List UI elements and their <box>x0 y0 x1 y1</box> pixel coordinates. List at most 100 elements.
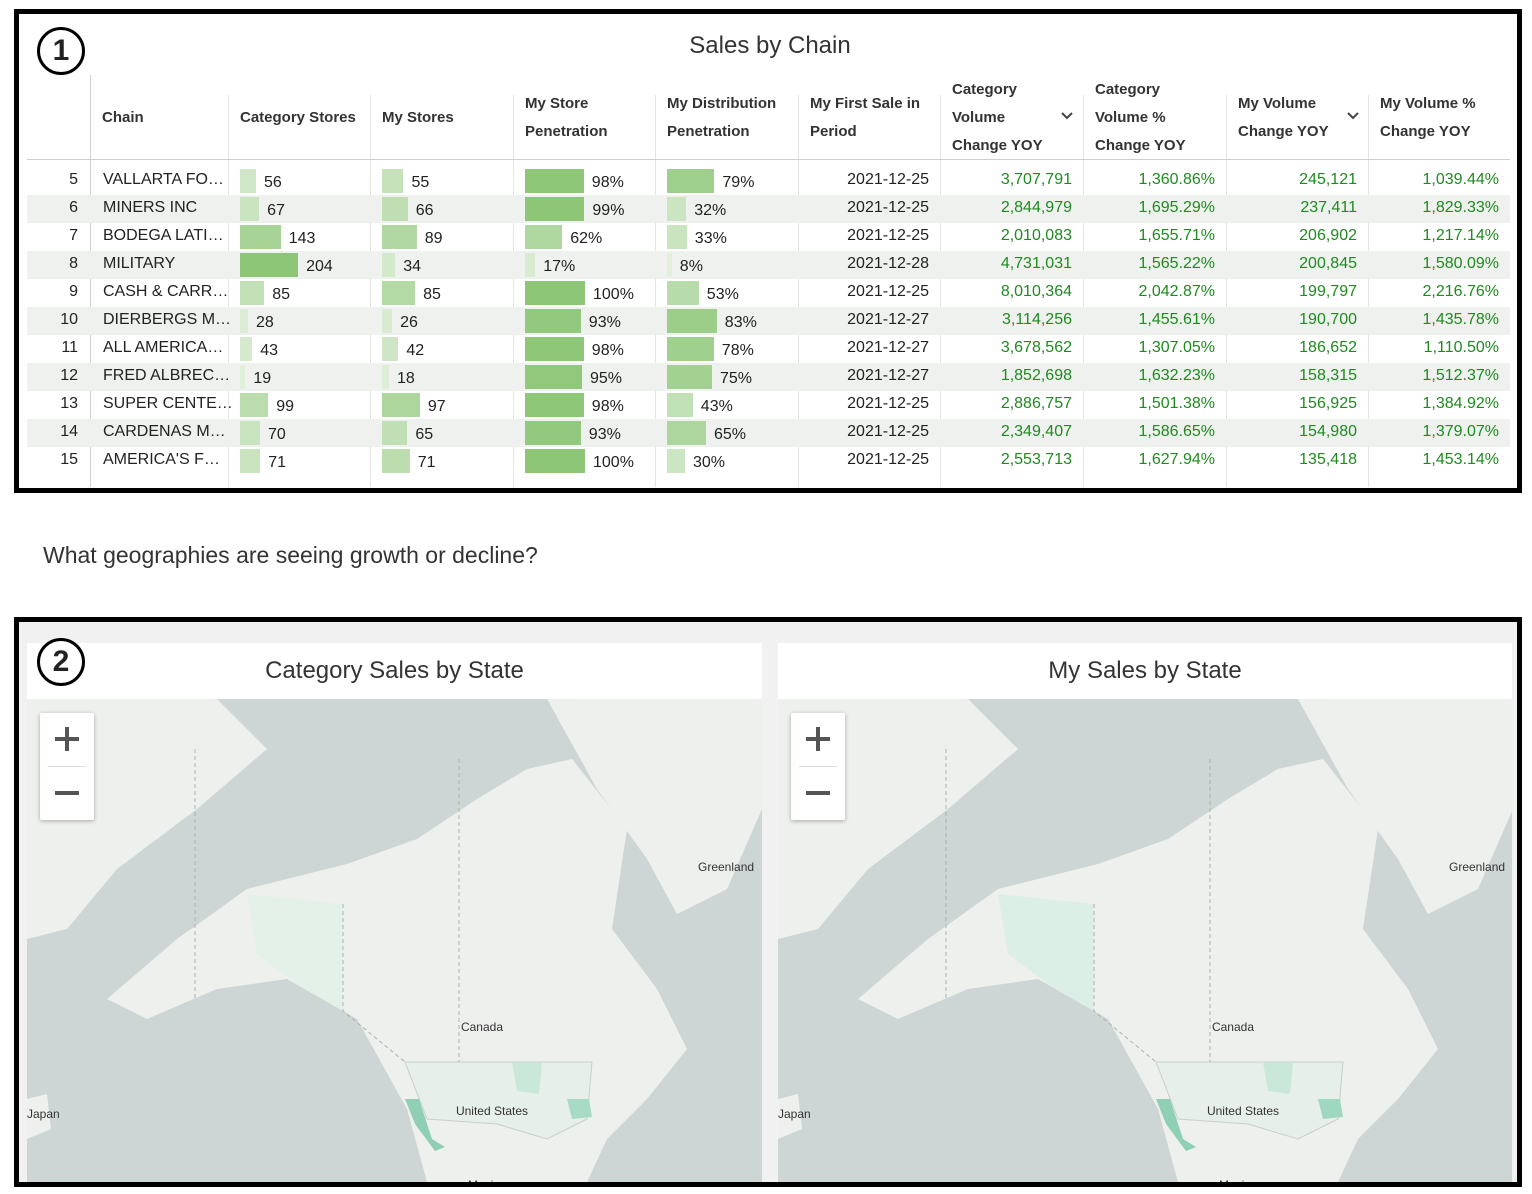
cell-bar <box>382 365 390 389</box>
zoom-out-button[interactable] <box>40 767 94 820</box>
cell-bar <box>382 449 410 473</box>
cell-value: 199,797 <box>1299 283 1357 300</box>
border <box>342 904 406 1063</box>
cell-value: 56 <box>263 174 282 191</box>
map-label: Mexico <box>468 1178 506 1182</box>
map-label: Greenland <box>698 860 754 874</box>
cell-value: 2,216.76% <box>1422 283 1499 300</box>
region <box>405 1099 445 1151</box>
cell-value: 43 <box>260 342 279 359</box>
cell-bar <box>382 281 416 305</box>
map[interactable]: Greenland Canada United States Japan Mexico <box>27 699 762 1182</box>
cell-value: 1,586.65% <box>1138 423 1215 440</box>
chain-name: DIERBERGS M… <box>103 311 232 328</box>
cell-value: 2021-12-25 <box>847 451 929 468</box>
header-divider <box>27 159 1510 160</box>
row-number: 6 <box>69 199 78 216</box>
column-header: My First Sale in Period <box>810 94 921 140</box>
row-stripe <box>27 363 1510 391</box>
cell-value: 2,010,083 <box>1000 227 1072 244</box>
cell-value: 237,411 <box>1300 199 1357 216</box>
cell-value: 200,845 <box>1299 255 1357 272</box>
region <box>247 894 343 1011</box>
zoom-control <box>791 713 845 820</box>
cell-value: 33% <box>694 230 727 247</box>
cell-value: 1,110.50% <box>1423 339 1499 356</box>
chain-name: CARDENAS M… <box>103 423 226 440</box>
cell-value: 97 <box>427 398 446 415</box>
divider <box>799 766 837 767</box>
sort-icon[interactable] <box>1345 110 1361 122</box>
cell-value: 79% <box>722 174 755 191</box>
cell-value: 98% <box>591 342 624 359</box>
cell-value: 1,360.86% <box>1138 171 1215 188</box>
cell-value: 1,435.78% <box>1422 311 1499 328</box>
cell-value: 1,565.22% <box>1138 255 1215 272</box>
cell-value: 93% <box>588 426 621 443</box>
cell-value: 98% <box>591 398 624 415</box>
cell-value: 93% <box>588 314 621 331</box>
map-label: Mexico <box>1219 1178 1257 1182</box>
cell-value: 3,707,791 <box>1000 171 1072 188</box>
cell-bar <box>525 253 536 277</box>
cell-value: 1,632.23% <box>1138 367 1215 384</box>
chain-name: MILITARY <box>103 255 176 272</box>
cell-bar <box>667 393 693 417</box>
cell-bar <box>525 309 581 333</box>
chain-name: CASH & CARR… <box>103 283 229 300</box>
row-number: 11 <box>61 339 78 356</box>
cell-value: 2,886,757 <box>1000 395 1072 412</box>
cell-value: 34 <box>403 258 422 275</box>
cell-bar <box>240 365 246 389</box>
cell-bar <box>382 197 408 221</box>
cell-value: 95% <box>590 370 623 387</box>
cell-value: 83% <box>724 314 757 331</box>
cell-value: 26 <box>400 314 418 331</box>
map-label: Canada <box>1212 1020 1254 1034</box>
cell-value: 158,315 <box>1299 367 1357 384</box>
cell-bar <box>382 337 399 361</box>
cell-bar <box>382 225 417 249</box>
row-number: 9 <box>69 283 78 300</box>
column-divider <box>798 95 799 487</box>
cell-value: 2021-12-25 <box>847 227 929 244</box>
cell-value: 1,455.61% <box>1138 311 1215 328</box>
cell-bar <box>667 421 706 445</box>
cell-value: 99% <box>592 202 625 219</box>
zoom-in-button[interactable] <box>791 713 845 766</box>
cell-value: 206,902 <box>1299 227 1357 244</box>
cell-bar <box>382 169 404 193</box>
region <box>998 894 1094 1011</box>
map[interactable]: Greenland Canada United States Japan Mexico <box>778 699 1512 1182</box>
sort-icon[interactable] <box>1059 110 1075 122</box>
cell-value: 71 <box>268 454 287 471</box>
cell-value: 2021-12-25 <box>847 171 929 188</box>
region <box>1263 1062 1293 1094</box>
cell-bar <box>240 309 248 333</box>
cell-value: 17% <box>543 258 576 275</box>
chain-name: SUPER CENTE… <box>103 395 233 412</box>
cell-bar <box>667 309 717 333</box>
zoom-in-button[interactable] <box>40 713 94 766</box>
cell-value: 98% <box>591 174 624 191</box>
cell-value: 2021-12-25 <box>847 395 929 412</box>
cell-value: 70 <box>267 426 286 443</box>
row-number: 13 <box>60 395 78 412</box>
step-badge: 2 <box>37 638 85 686</box>
cell-value: 2021-12-25 <box>847 423 929 440</box>
landmass <box>1298 699 1512 914</box>
cell-bar <box>240 225 281 249</box>
landmass <box>27 1094 51 1139</box>
cell-value: 186,652 <box>1299 339 1357 356</box>
cell-value: 62% <box>570 230 603 247</box>
cell-value: 3,114,256 <box>1002 311 1072 328</box>
cell-value: 2021-12-27 <box>847 339 929 356</box>
cell-value: 2,349,407 <box>1000 423 1072 440</box>
cell-value: 2021-12-25 <box>847 283 929 300</box>
cell-value: 1,655.71% <box>1138 227 1215 244</box>
cell-value: 1,217.14% <box>1422 227 1499 244</box>
map-card: Category Sales by State Greenland Canada Un… <box>27 643 762 1182</box>
column-divider <box>370 95 371 487</box>
cell-value: 3,678,562 <box>1000 339 1072 356</box>
zoom-out-button[interactable] <box>791 767 845 820</box>
